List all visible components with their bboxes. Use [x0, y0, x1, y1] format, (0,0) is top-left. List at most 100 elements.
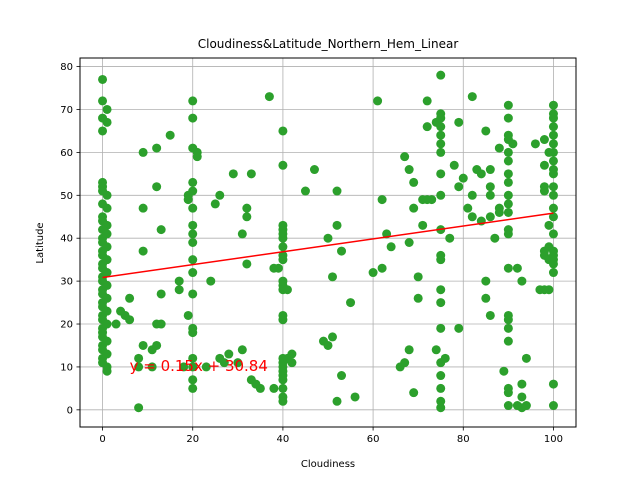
data-point — [215, 190, 225, 200]
data-point — [539, 160, 549, 170]
data-point — [548, 139, 558, 149]
data-point — [548, 113, 558, 123]
data-point — [102, 104, 112, 114]
data-point — [404, 238, 414, 247]
data-point — [548, 259, 558, 269]
data-point — [530, 139, 540, 149]
data-point — [278, 242, 288, 252]
data-point — [102, 366, 112, 376]
data-point — [233, 358, 243, 368]
data-point — [517, 392, 527, 402]
y-tick-label: 50 — [60, 191, 73, 202]
data-point — [436, 130, 446, 140]
data-point — [98, 96, 108, 106]
data-point — [138, 203, 148, 213]
regression-line-group — [102, 212, 554, 279]
data-point — [413, 293, 423, 303]
data-point — [503, 177, 513, 187]
data-point — [436, 70, 446, 80]
data-point — [436, 169, 446, 179]
data-point — [138, 246, 148, 256]
data-point — [152, 143, 162, 153]
regression-equation-annotation: y = 0.15x + 30.84 — [130, 357, 268, 375]
data-point — [278, 255, 288, 265]
data-points — [98, 70, 558, 413]
data-point — [548, 190, 558, 200]
data-point — [517, 379, 527, 389]
data-point — [418, 220, 428, 230]
data-point — [188, 203, 198, 213]
y-tick-label: 40 — [60, 234, 73, 245]
data-point — [503, 263, 513, 273]
data-point — [350, 392, 360, 402]
data-point — [548, 122, 558, 132]
data-point — [242, 212, 252, 222]
data-point — [188, 113, 198, 123]
data-point — [481, 126, 491, 136]
data-point — [521, 401, 531, 411]
data-point — [503, 113, 513, 123]
x-tick-label: 20 — [186, 434, 199, 445]
data-point — [548, 130, 558, 140]
data-point — [188, 96, 198, 106]
data-point — [278, 383, 288, 393]
x-axis-label: Cloudiness — [301, 459, 355, 470]
data-point — [409, 177, 419, 187]
data-point — [503, 207, 513, 217]
data-point — [548, 156, 558, 166]
data-point — [436, 139, 446, 149]
data-point — [454, 323, 464, 333]
data-point — [138, 147, 148, 157]
data-point — [503, 323, 513, 333]
data-point — [436, 323, 446, 333]
data-point — [548, 379, 558, 389]
data-point — [463, 203, 473, 213]
data-point — [548, 147, 558, 157]
y-tick-label: 70 — [60, 105, 73, 116]
y-tick-label: 0 — [67, 405, 73, 416]
x-axis-ticks: 0 20 40 60 80 100 — [99, 427, 563, 445]
data-point — [188, 362, 198, 372]
data-point — [427, 195, 437, 205]
data-point — [377, 195, 387, 205]
data-point — [242, 259, 252, 269]
data-point — [490, 233, 500, 243]
data-point — [264, 92, 274, 102]
chart-title: Cloudiness&Latitude_Northern_Hem_Linear — [198, 37, 459, 51]
data-point — [508, 139, 518, 149]
plot-area-frame — [79, 57, 577, 428]
data-point — [436, 122, 446, 132]
data-point — [188, 353, 198, 363]
data-point — [134, 403, 144, 413]
data-point — [539, 135, 549, 145]
data-point — [400, 358, 410, 368]
y-tick-label: 10 — [60, 362, 73, 373]
data-point — [458, 173, 468, 183]
data-point — [485, 310, 495, 320]
data-point — [503, 147, 513, 157]
data-point — [436, 371, 446, 381]
y-axis-label: Latitude — [35, 222, 46, 263]
data-point — [481, 293, 491, 303]
data-point — [521, 353, 531, 363]
data-point — [548, 229, 558, 239]
x-tick-label: 100 — [544, 434, 563, 445]
data-point — [287, 349, 297, 359]
data-point — [188, 289, 198, 299]
data-point — [436, 255, 446, 265]
data-point — [188, 229, 198, 239]
x-tick-label: 40 — [277, 434, 290, 445]
data-point — [210, 199, 220, 209]
data-point — [278, 375, 288, 385]
data-point — [237, 345, 247, 355]
data-point — [503, 336, 513, 346]
data-point — [436, 190, 446, 200]
data-point — [517, 276, 527, 286]
data-point — [98, 74, 108, 84]
data-point — [278, 126, 288, 136]
data-point — [409, 203, 419, 213]
data-point — [467, 190, 477, 200]
data-point — [485, 190, 495, 200]
x-tick-label: 60 — [367, 434, 380, 445]
data-point — [188, 375, 198, 385]
